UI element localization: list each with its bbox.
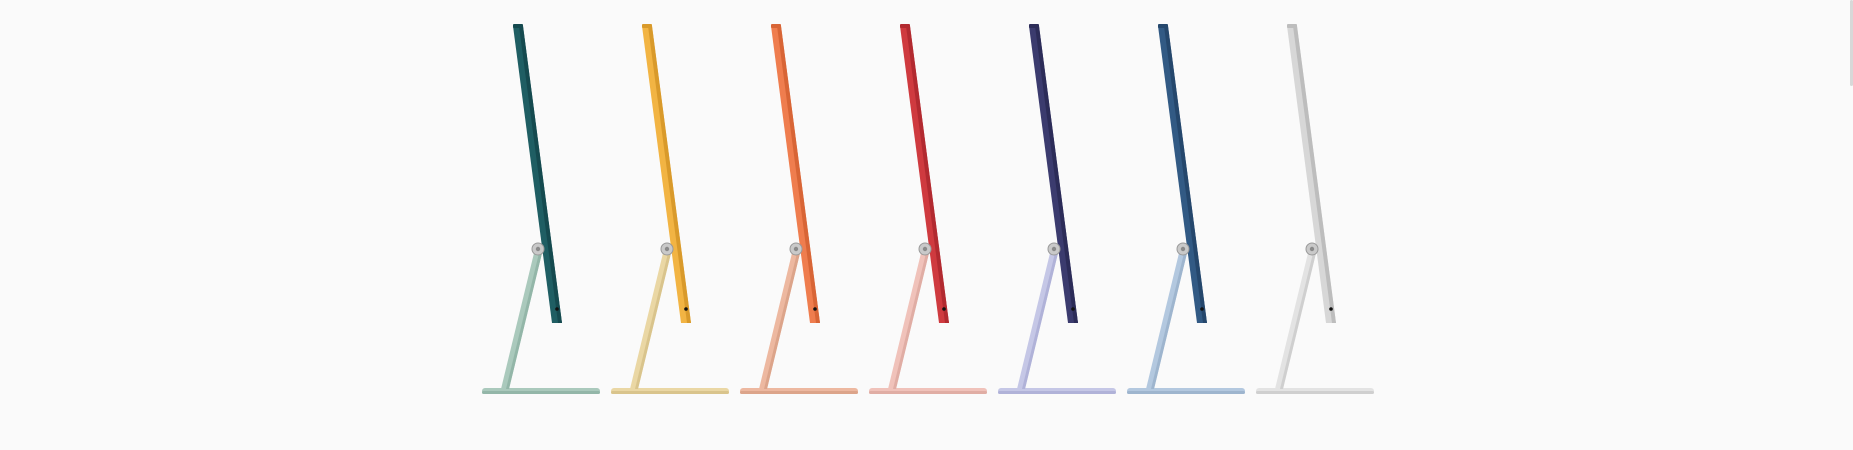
display-top-cap [900, 24, 910, 28]
imac-yellow [611, 24, 729, 394]
imac-red [869, 24, 987, 394]
imac-purple [998, 24, 1116, 394]
imac-green [482, 24, 600, 394]
display-top-cap [771, 24, 781, 28]
scrollbar[interactable] [1850, 0, 1853, 86]
hinge-center [664, 246, 670, 252]
port-dot [1329, 307, 1333, 311]
stand-base-shadow [1127, 391, 1245, 394]
port-dot [813, 307, 817, 311]
stand-arm-shadow [764, 249, 801, 389]
hinge-center [1180, 246, 1186, 252]
display-top-cap [642, 24, 652, 28]
stand-arm-shadow [506, 249, 543, 389]
stand-arm-shadow [1022, 249, 1059, 389]
stand-base-shadow [740, 391, 858, 394]
imac-orange [740, 24, 858, 394]
stand-arm-shadow [893, 249, 930, 389]
display-panel-edge [1164, 26, 1207, 323]
display-panel-edge [1293, 26, 1336, 323]
stand-arm-shadow [1280, 249, 1317, 389]
hinge-center [793, 246, 799, 252]
display-top-cap [1287, 24, 1297, 28]
display-top-cap [1158, 24, 1168, 28]
hinge-center [535, 246, 541, 252]
stand-arm-shadow [635, 249, 672, 389]
stand-base-shadow [998, 391, 1116, 394]
stand-base-shadow [482, 391, 600, 394]
port-dot [1200, 307, 1204, 311]
stand-base-shadow [611, 391, 729, 394]
imac-silver [1256, 24, 1374, 394]
display-panel-edge [519, 26, 562, 323]
display-panel-edge [648, 26, 691, 323]
hinge-center [922, 246, 928, 252]
display-top-cap [1029, 24, 1039, 28]
display-panel-edge [1035, 26, 1078, 323]
hinge-center [1309, 246, 1315, 252]
port-dot [684, 307, 688, 311]
stand-arm-shadow [1151, 249, 1188, 389]
display-panel-edge [906, 26, 949, 323]
port-dot [1071, 307, 1075, 311]
display-panel-edge [777, 26, 820, 323]
port-dot [942, 307, 946, 311]
imac-blue [1127, 24, 1245, 394]
display-top-cap [513, 24, 523, 28]
stand-base-shadow [1256, 391, 1374, 394]
port-dot [555, 307, 559, 311]
hinge-center [1051, 246, 1057, 252]
stand-base-shadow [869, 391, 987, 394]
